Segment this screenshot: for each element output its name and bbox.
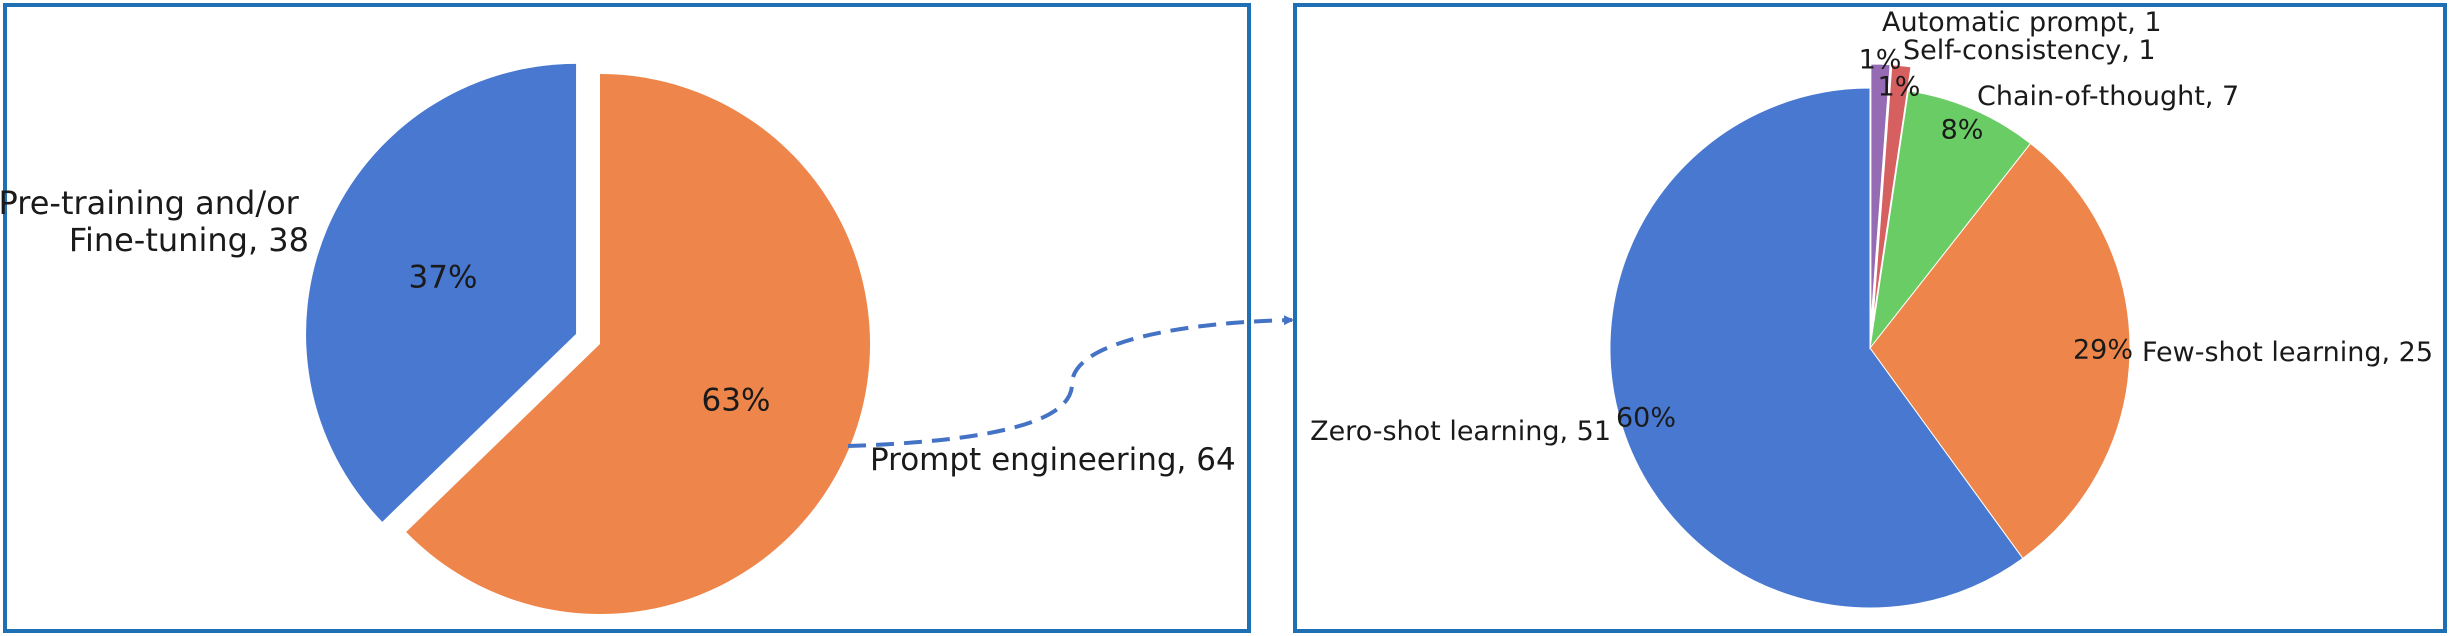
slice-pct-label: 60%: [1616, 403, 1676, 434]
pie-chart-right: [1609, 63, 2131, 609]
pie-slice-few-shot-learning: [1869, 142, 2131, 560]
slice-label: Prompt engineering, 64: [870, 442, 1236, 478]
slice-pct-label: 29%: [2073, 335, 2133, 366]
zoom-connector-arrow: [847, 315, 1294, 448]
slice-label-line: Pre-training and/or: [0, 184, 300, 222]
slice-label: Automatic prompt, 1: [1882, 7, 2162, 38]
slice-pct-label: 1%: [1878, 72, 1921, 103]
slice-label: Few-shot learning, 25: [2142, 337, 2433, 368]
slice-label: Self-consistency, 1: [1903, 35, 2156, 66]
pie-slice-automatic-prompt: [1870, 63, 1891, 325]
slice-pct-label: 37%: [409, 260, 478, 296]
slice-label-line: Fine-tuning, 38: [69, 221, 309, 259]
right-panel-border: [1293, 3, 2447, 633]
pie-slice-chain-of-thought: [1869, 90, 2032, 350]
slice-pct-label: 1%: [1859, 45, 1902, 76]
pie-slice-self-consistency: [1872, 64, 1912, 325]
slice-label: Pre-training and/or Fine-tuning, 38: [0, 184, 309, 259]
slice-pct-label: 63%: [702, 383, 771, 419]
left-panel-border: [3, 3, 1251, 633]
pie-slice-pre-training-and-or-fine-tuning: [306, 63, 577, 522]
slice-pct-label: 8%: [1941, 115, 1984, 146]
pie-slice-zero-shot-learning: [1609, 87, 2024, 609]
pie-slice-prompt-engineering: [406, 74, 871, 614]
slice-label: Chain-of-thought, 7: [1977, 81, 2239, 112]
slice-label: Zero-shot learning, 51: [1310, 416, 1611, 447]
pie-chart-left: [306, 63, 871, 614]
